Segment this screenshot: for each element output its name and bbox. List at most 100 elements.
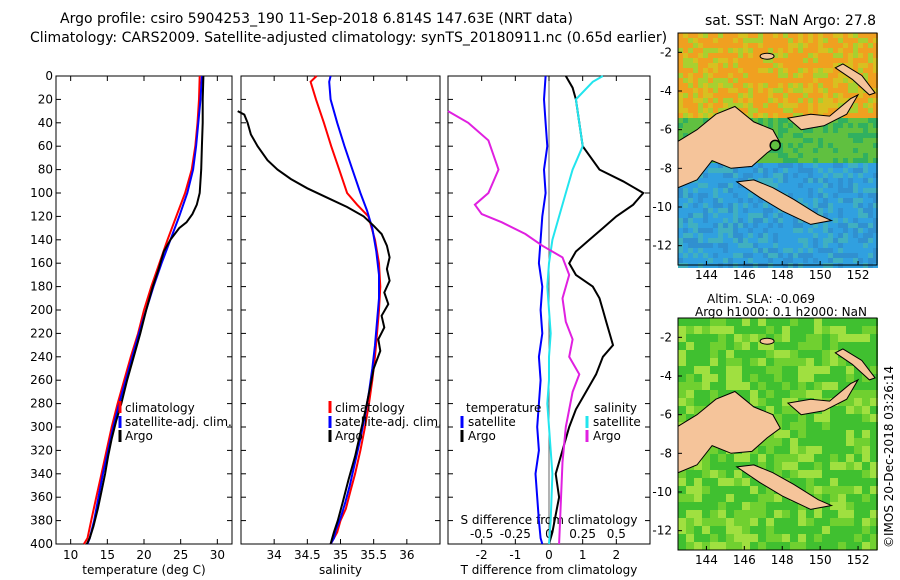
map-cell [753,93,758,98]
map-cell [843,253,848,258]
map-cell [738,213,743,218]
map-cell [723,58,728,63]
map-cell [848,138,853,143]
map-cell [848,208,853,213]
map-cell [846,526,854,534]
map-cell [758,218,763,223]
map-cell [823,248,828,253]
map-cell [748,168,753,173]
map-cell [830,342,838,350]
map-cell [683,38,688,43]
map-cell [853,118,858,123]
map-cell [758,462,766,470]
map-cell [846,534,854,542]
map-cell [803,228,808,233]
map-cell [788,83,793,88]
map-cell [843,223,848,228]
map-cell [793,233,798,238]
map-cell [788,143,793,148]
map-cell [698,243,703,248]
map-cell [870,326,878,334]
map-cell [838,518,846,526]
map-cell [758,518,766,526]
map-cell [858,233,863,238]
map-cell [738,178,743,183]
map-cell [828,223,833,228]
map-cell [862,462,870,470]
map-cell [838,342,846,350]
map-cell [803,253,808,258]
map-cell [803,153,808,158]
map-cell [773,218,778,223]
map-cell [853,253,858,258]
map-cell [818,223,823,228]
map-cell [694,342,702,350]
map-cell [703,213,708,218]
map-cell [873,223,878,228]
map-cell [683,93,688,98]
map-cell [828,33,833,38]
map-cell [814,318,822,326]
map-cell [743,43,748,48]
map-cell [702,350,710,358]
map-cell [790,438,798,446]
map-cell [742,542,750,550]
map-cell [790,534,798,542]
map-cell [743,233,748,238]
map-cell [688,253,693,258]
map-cell [693,73,698,78]
map-cell [768,248,773,253]
map-cell [723,193,728,198]
map-cell [693,233,698,238]
map-cell [783,33,788,38]
map-cell [693,203,698,208]
map-cell [813,233,818,238]
map-cell [768,168,773,173]
map-cell [873,213,878,218]
y-tick-label: 340 [30,467,53,481]
legend-title-salinity: salinity [594,401,637,415]
map-cell [758,38,763,43]
map-cell [738,258,743,263]
map-cell [783,63,788,68]
map-cell [782,462,790,470]
map-cell [853,223,858,228]
map-cell [703,203,708,208]
map-cell [743,188,748,193]
map-cell [683,113,688,118]
map-cell [803,238,808,243]
map-cell [713,48,718,53]
map-cell [734,502,742,510]
map-cell [868,128,873,133]
map-cell [823,88,828,93]
map-cell [848,253,853,258]
map-cell [838,138,843,143]
map-cell [750,486,758,494]
map-cell [838,183,843,188]
map-cell [830,462,838,470]
map-cell [713,208,718,213]
map-cell [694,510,702,518]
map-cell [873,78,878,83]
map-cell [718,223,723,228]
map-cell [868,78,873,83]
map-cell [862,326,870,334]
map-cell [808,98,813,103]
map-cell [723,253,728,258]
map-cell [783,173,788,178]
map-cell [803,178,808,183]
map-cell [808,63,813,68]
map-cell [726,542,734,550]
map-cell [778,168,783,173]
map-cell [703,38,708,43]
map-cell [814,350,822,358]
map-cell [763,98,768,103]
map-cell [838,238,843,243]
map-cell [703,238,708,243]
map-cell [750,334,758,342]
map-cell [806,518,814,526]
map-cell [718,78,723,83]
map-cell [854,374,862,382]
map-cell [678,193,683,198]
